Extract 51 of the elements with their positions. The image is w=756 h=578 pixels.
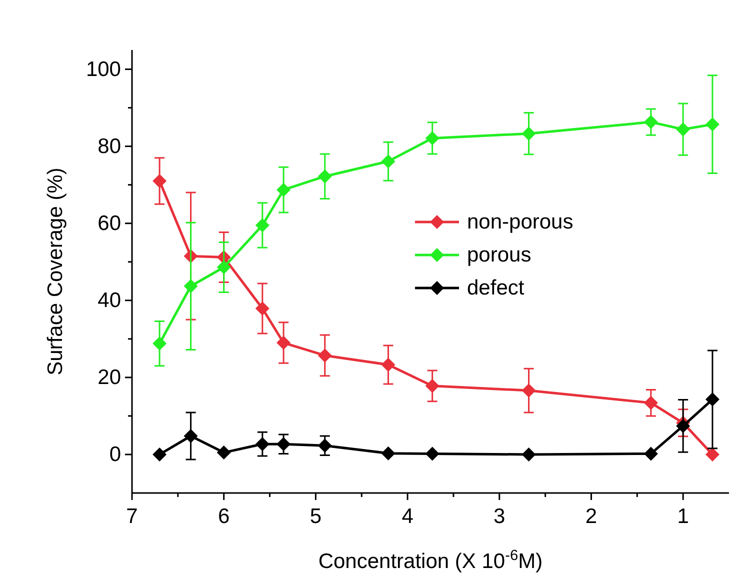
x-axis-title: Concentration (X 10$^{-6}$M): [318, 548, 543, 573]
point: [381, 446, 396, 460]
y-tick-label: 80: [98, 134, 121, 158]
x-tick-label: 4: [402, 505, 414, 528]
y-tick-label: 40: [98, 288, 121, 312]
x-tick-label: 1: [677, 505, 689, 528]
point: [184, 428, 198, 443]
point: [705, 117, 720, 132]
point: [522, 447, 536, 462]
legend-label: defect: [467, 276, 524, 300]
point: [255, 218, 270, 232]
point: [425, 131, 440, 146]
point: [318, 169, 332, 184]
point: [276, 437, 291, 452]
x-tick-label: 6: [218, 505, 230, 528]
x-tick-label: 3: [494, 505, 506, 528]
point: [644, 115, 658, 130]
point: [152, 336, 167, 351]
point: [216, 260, 231, 274]
point: [216, 446, 231, 460]
point: [381, 358, 396, 372]
y-tick-label: 0: [109, 442, 121, 466]
point: [318, 438, 332, 453]
point: [152, 447, 167, 462]
x-tick-label: 5: [310, 505, 322, 528]
point: [255, 437, 270, 452]
point: [276, 182, 291, 197]
point: [644, 396, 658, 410]
point: [522, 126, 536, 141]
point: [676, 418, 690, 433]
point: [152, 174, 167, 188]
point: [255, 301, 270, 316]
point: [705, 447, 720, 462]
y-tick-label: 60: [98, 212, 121, 235]
point: [276, 336, 291, 350]
point: [184, 279, 198, 294]
x-tick-label: 7: [126, 505, 138, 528]
point: [522, 384, 536, 398]
y-tick-label: 100: [86, 58, 121, 81]
point: [705, 392, 720, 406]
legend-label: porous: [467, 244, 532, 266]
y-tick-label: 20: [98, 366, 121, 389]
point: [676, 122, 690, 136]
point: [644, 446, 658, 461]
x-tick-label: 2: [585, 505, 598, 528]
y-axis-title: Surface Coverage (%): [44, 168, 67, 376]
point: [425, 446, 440, 461]
point: [318, 348, 332, 362]
point: [381, 154, 396, 168]
point: [425, 378, 440, 393]
legend-label: non-porous: [467, 210, 574, 234]
